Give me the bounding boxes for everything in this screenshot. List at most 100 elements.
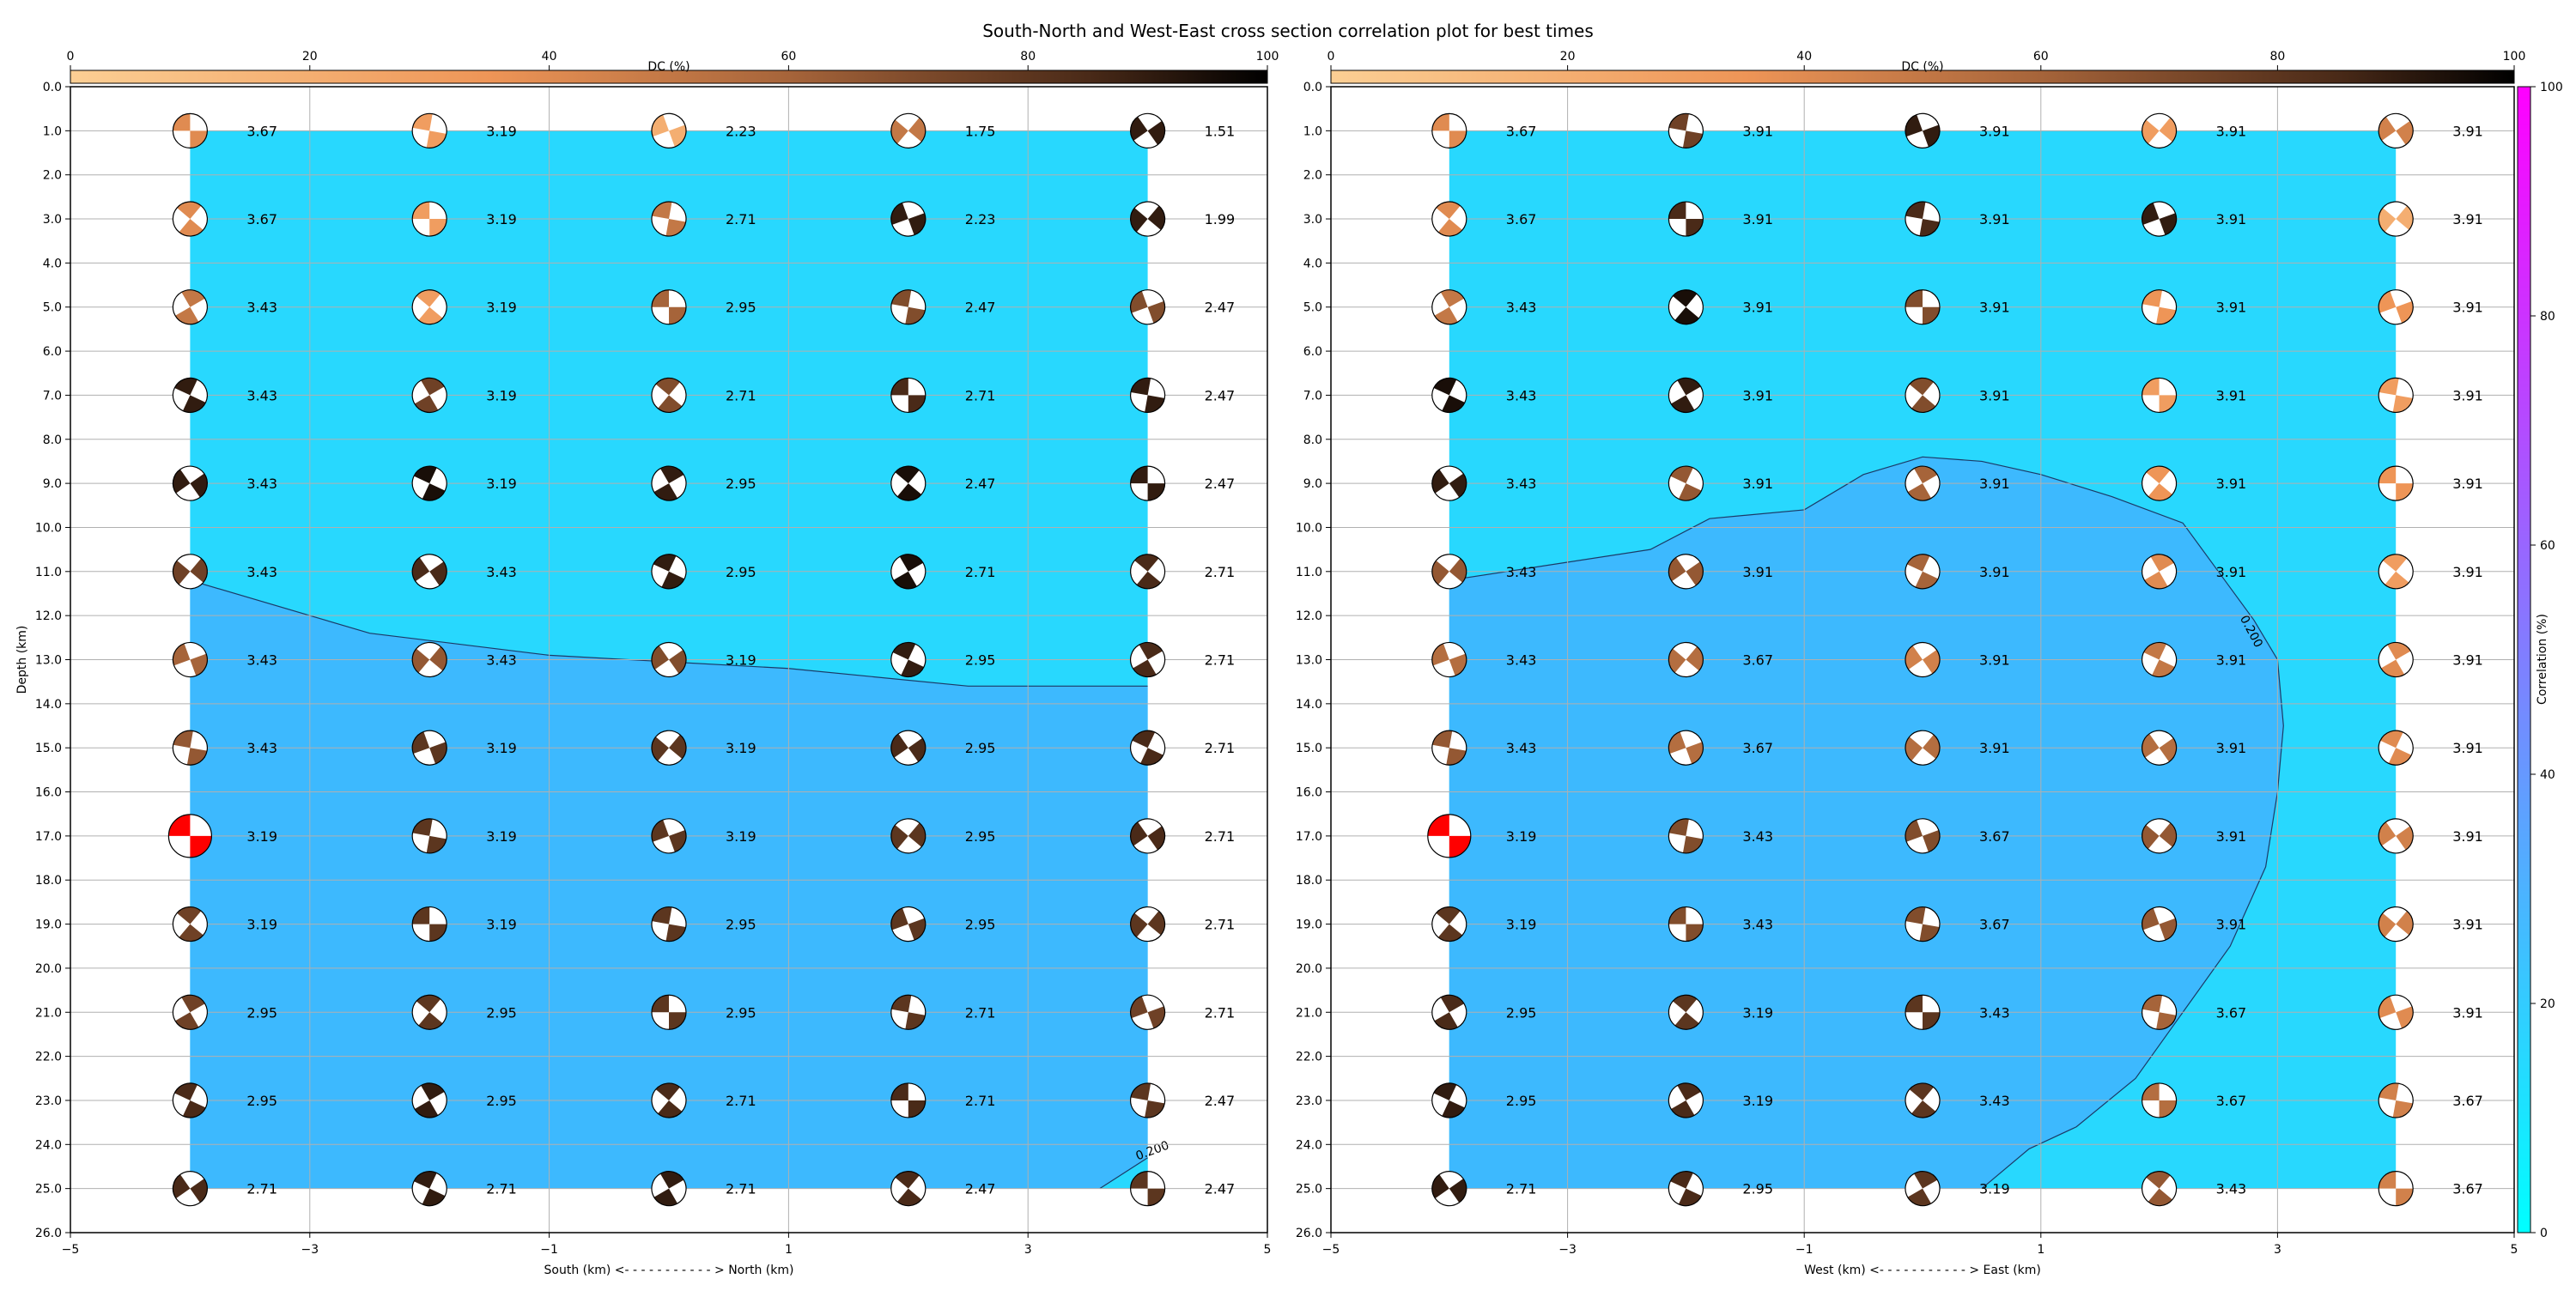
mechanism-marker-outline [890,1082,927,1118]
mechanism-marker-outline [1668,906,1704,942]
mechanism-marker-quadrant [653,1188,678,1206]
mechanism-marker [1431,906,1467,942]
time-value-label: 3.19 [1979,1181,2010,1197]
y-tick-label: 4.0 [43,257,62,270]
mechanism-marker-outline [1431,201,1467,237]
mechanism-marker-outline [1905,377,1941,414]
mechanism-marker-quadrant [2396,826,2414,851]
mechanism-marker-outline [651,112,687,148]
mechanism-marker-quadrant [2142,825,2160,850]
y-tick-label: 26.0 [35,1227,62,1240]
time-value-label: 2.47 [1205,1093,1236,1109]
mechanism-marker [172,641,208,678]
time-value-label: 3.91 [1742,476,1773,492]
time-value-label: 3.19 [486,476,517,492]
mechanism-marker-outline [411,1082,447,1118]
time-value-label: 3.91 [2216,828,2247,845]
mechanism-marker-outline [2142,906,2178,942]
time-value-label: 2.71 [726,1093,756,1109]
mechanism-marker-outline [1905,730,1941,766]
mechanism-marker-quadrant [1130,1171,1148,1189]
x-tick-label: −5 [62,1243,80,1257]
time-value-label: 3.67 [1742,740,1773,756]
mechanism-marker [2378,465,2414,501]
time-value-label: 3.67 [2452,1181,2483,1197]
mechanism-marker-quadrant [179,219,204,237]
mechanism-marker [1129,1082,1166,1118]
dc-colorbar-left-label: DC (%) [647,60,690,74]
y-tick-label: 21.0 [35,1006,62,1020]
mechanism-marker-outline [2142,112,2178,148]
mechanism-marker-outline [890,730,927,766]
time-value-label: 3.91 [1979,123,2010,139]
mechanism-marker-outline [651,201,687,237]
mechanism-marker-outline [2142,377,2178,414]
dc-colorbar-right-bar [1330,70,2515,84]
dc-colorbar-tick-label: 100 [2503,50,2526,64]
time-value-label: 2.23 [726,123,756,139]
mechanism-marker-quadrant [1923,650,1940,674]
time-value-label: 2.71 [965,387,996,403]
dc-colorbar-right: DC (%) 0 20 40 60 80 100 [1327,50,2526,84]
mechanism-marker-quadrant [177,202,202,220]
mechanism-marker [651,641,687,678]
mechanism-marker-quadrant [2146,1171,2171,1189]
mechanism-marker-outline [1668,994,1704,1030]
mechanism-marker [1129,465,1166,501]
mechanism-marker-quadrant [908,395,926,413]
time-value-label: 3.19 [1506,917,1537,933]
x-tick-label: −3 [1558,1243,1577,1257]
y-tick-label: 1.0 [1303,124,1322,138]
mechanism-marker-outline [1668,818,1704,854]
mechanism-marker-quadrant [899,554,924,572]
mechanism-marker-outline [651,818,687,854]
mechanism-marker [2378,730,2414,766]
mechanism-marker [2378,112,2414,148]
mechanism-marker [411,377,447,414]
dc-colorbar-left-bar [70,70,1268,84]
time-value-label: 2.71 [1205,828,1236,845]
time-value-label: 3.43 [1979,1004,2010,1021]
y-tick-label: 6.0 [1303,345,1322,359]
mechanism-marker-quadrant [1909,1082,1934,1100]
mechanism-marker-quadrant [2144,571,2168,589]
mechanism-marker-quadrant [2388,748,2412,766]
mechanism-marker-quadrant [658,395,683,413]
y-tick-label: 5.0 [1303,301,1322,315]
mechanism-marker-quadrant [2150,554,2174,572]
mechanism-marker-outline [1129,994,1166,1030]
mechanism-marker-outline [1668,1082,1704,1118]
mechanism-marker [1431,730,1467,766]
mechanism-marker-outline [411,730,447,766]
mechanism-marker-quadrant [2142,378,2160,396]
dc-colorbar-tick-label: 60 [781,50,796,64]
mechanism-marker-quadrant [1677,378,1701,396]
time-value-label: 3.91 [2216,740,2247,756]
time-value-label: 2.71 [965,564,996,580]
mechanism-marker [172,112,208,148]
mechanism-marker-quadrant [173,730,193,749]
mechanism-marker-quadrant [2379,1082,2399,1100]
mechanism-marker [2378,289,2414,325]
mechanism-marker-outline [1905,112,1941,148]
time-value-label: 2.47 [965,300,996,316]
mechanism-marker-quadrant [1433,1083,1457,1100]
mechanism-marker [1129,730,1166,766]
mechanism-marker-quadrant [173,560,191,585]
y-tick-label: 23.0 [35,1094,62,1108]
mechanism-marker-outline [172,289,208,325]
correlation-colorbar: Correlation (%) 0 20 40 60 80 100 [2517,81,2563,1240]
mechanism-marker [1129,112,1166,148]
y-tick-label: 19.0 [35,918,62,932]
mechanism-marker-quadrant [1668,648,1686,673]
time-value-label: 3.91 [1979,564,2010,580]
mechanism-marker [651,554,687,590]
mechanism-marker-quadrant [2142,119,2160,144]
mechanism-marker-outline [1431,994,1467,1030]
mechanism-marker-quadrant [175,306,199,324]
mechanism-marker [1905,641,1941,678]
mechanism-marker-quadrant [890,1082,908,1100]
mechanism-marker-quadrant [2142,1082,2160,1100]
time-value-label: 3.19 [1506,828,1537,845]
